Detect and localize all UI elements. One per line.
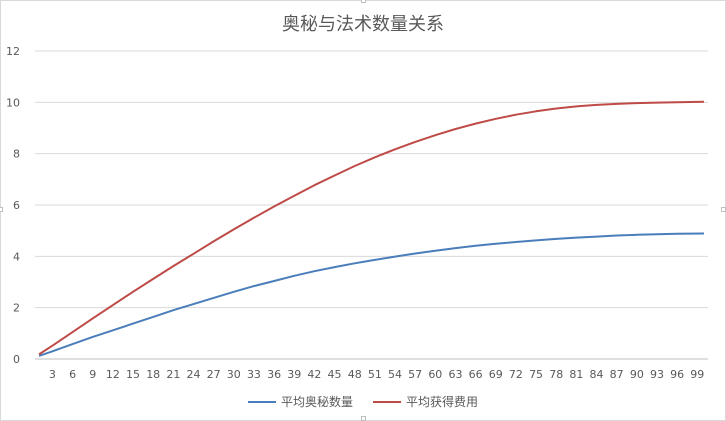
x-tick-label: 24 bbox=[186, 368, 200, 381]
series-line-1 bbox=[38, 232, 705, 357]
y-tick-label: 0 bbox=[13, 353, 20, 366]
x-tick-label: 39 bbox=[287, 368, 301, 381]
x-tick-label: 90 bbox=[630, 368, 644, 381]
legend-swatch-series-2 bbox=[373, 400, 401, 403]
resize-handle-top[interactable] bbox=[361, 0, 366, 3]
x-tick-label: 21 bbox=[166, 368, 180, 381]
resize-handle-right[interactable] bbox=[721, 207, 726, 212]
y-tick-label: 6 bbox=[13, 199, 20, 212]
y-tick-label: 2 bbox=[13, 302, 20, 315]
x-tick-label: 84 bbox=[590, 368, 604, 381]
x-tick-label: 69 bbox=[489, 368, 503, 381]
x-tick-label: 99 bbox=[690, 368, 704, 381]
resize-handle-bottom[interactable] bbox=[361, 416, 366, 421]
y-tick-label: 4 bbox=[13, 250, 20, 263]
series-line-2 bbox=[38, 100, 705, 356]
x-tick-label: 75 bbox=[529, 368, 543, 381]
x-tick-label: 57 bbox=[408, 368, 422, 381]
x-tick-label: 51 bbox=[368, 368, 382, 381]
x-tick-label: 30 bbox=[227, 368, 241, 381]
x-tick-label: 96 bbox=[670, 368, 684, 381]
x-tick-label: 6 bbox=[69, 368, 76, 381]
legend-label-series-1: 平均奥秘数量 bbox=[280, 395, 353, 409]
x-tick-label: 63 bbox=[448, 368, 462, 381]
chart-legend: 平均奥秘数量 平均获得费用 bbox=[0, 393, 726, 410]
resize-handle-left[interactable] bbox=[0, 207, 3, 212]
x-tick-label: 12 bbox=[106, 368, 120, 381]
x-tick-label: 45 bbox=[328, 368, 342, 381]
legend-swatch-series-1 bbox=[247, 400, 276, 403]
x-tick-label: 81 bbox=[569, 368, 583, 381]
x-tick-label: 9 bbox=[89, 368, 96, 381]
x-tick-label: 72 bbox=[509, 368, 523, 381]
legend-item-series-1[interactable]: 平均奥秘数量 bbox=[247, 393, 353, 410]
x-tick-label: 18 bbox=[146, 368, 160, 381]
legend-label-series-2: 平均获得费用 bbox=[406, 395, 479, 409]
x-tick-label: 87 bbox=[610, 368, 624, 381]
x-tick-label: 33 bbox=[247, 368, 261, 381]
y-tick-label: 8 bbox=[13, 148, 20, 161]
x-tick-label: 3 bbox=[49, 368, 56, 381]
x-tick-label: 54 bbox=[388, 368, 402, 381]
x-tick-label: 48 bbox=[348, 368, 362, 381]
chart-title: 奥秘与法术数量关系 bbox=[282, 14, 444, 35]
x-tick-label: 78 bbox=[549, 368, 563, 381]
x-tick-label: 93 bbox=[650, 368, 664, 381]
x-tick-label: 36 bbox=[267, 368, 281, 381]
y-tick-label: 10 bbox=[6, 96, 20, 109]
x-tick-label: 27 bbox=[207, 368, 221, 381]
legend-item-series-2[interactable]: 平均获得费用 bbox=[373, 393, 478, 410]
x-tick-label: 42 bbox=[307, 368, 321, 381]
x-tick-label: 66 bbox=[469, 368, 483, 381]
x-tick-label: 60 bbox=[428, 368, 442, 381]
y-tick-label: 12 bbox=[6, 45, 20, 58]
x-tick-label: 15 bbox=[126, 368, 140, 381]
